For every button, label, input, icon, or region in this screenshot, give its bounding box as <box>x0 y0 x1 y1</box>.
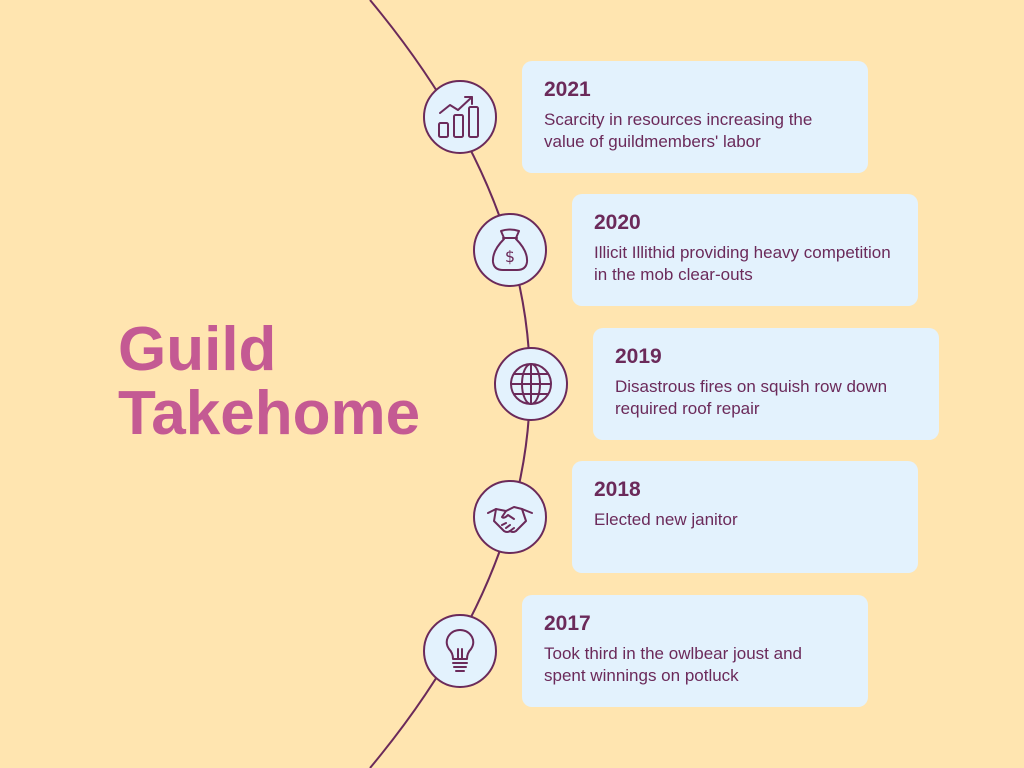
timeline-node-2020: $ <box>473 213 547 287</box>
timeline-card-2021: 2021 Scarcity in resources increasing th… <box>522 61 868 173</box>
timeline-node-2019 <box>494 347 568 421</box>
growth-chart-icon <box>438 96 479 138</box>
page-title: Guild Takehome <box>118 318 420 446</box>
event-description: Illicit Illithid providing heavy competi… <box>594 243 891 284</box>
event-year: 2020 <box>594 211 641 234</box>
timeline-card-2017: 2017 Took third in the owlbear joust and… <box>522 595 868 707</box>
timeline-node-2021 <box>423 80 497 154</box>
handshake-icon <box>487 506 533 533</box>
lightbulb-icon <box>445 629 475 672</box>
event-year: 2017 <box>544 612 591 635</box>
event-year: 2019 <box>615 345 662 368</box>
timeline-card-2019: 2019 Disastrous fires on squish row down… <box>593 328 939 440</box>
event-description: Scarcity in resources increasing the val… <box>544 110 813 151</box>
globe-icon <box>510 363 552 405</box>
event-year: 2018 <box>594 478 641 501</box>
svg-text:$: $ <box>505 247 515 266</box>
timeline-node-2018 <box>473 480 547 554</box>
timeline-card-2018: 2018 Elected new janitor <box>572 461 918 573</box>
title-line-1: Guild <box>118 315 277 384</box>
event-description: Took third in the owlbear joust and spen… <box>544 644 802 685</box>
event-description: Elected new janitor <box>594 510 738 529</box>
title-line-2: Takehome <box>118 379 421 448</box>
timeline-node-2017 <box>423 614 497 688</box>
money-bag-icon: $ <box>491 228 529 271</box>
event-description: Disastrous fires on squish row down requ… <box>615 377 888 418</box>
timeline-card-2020: 2020 Illicit Illithid providing heavy co… <box>572 194 918 306</box>
event-year: 2021 <box>544 78 591 101</box>
